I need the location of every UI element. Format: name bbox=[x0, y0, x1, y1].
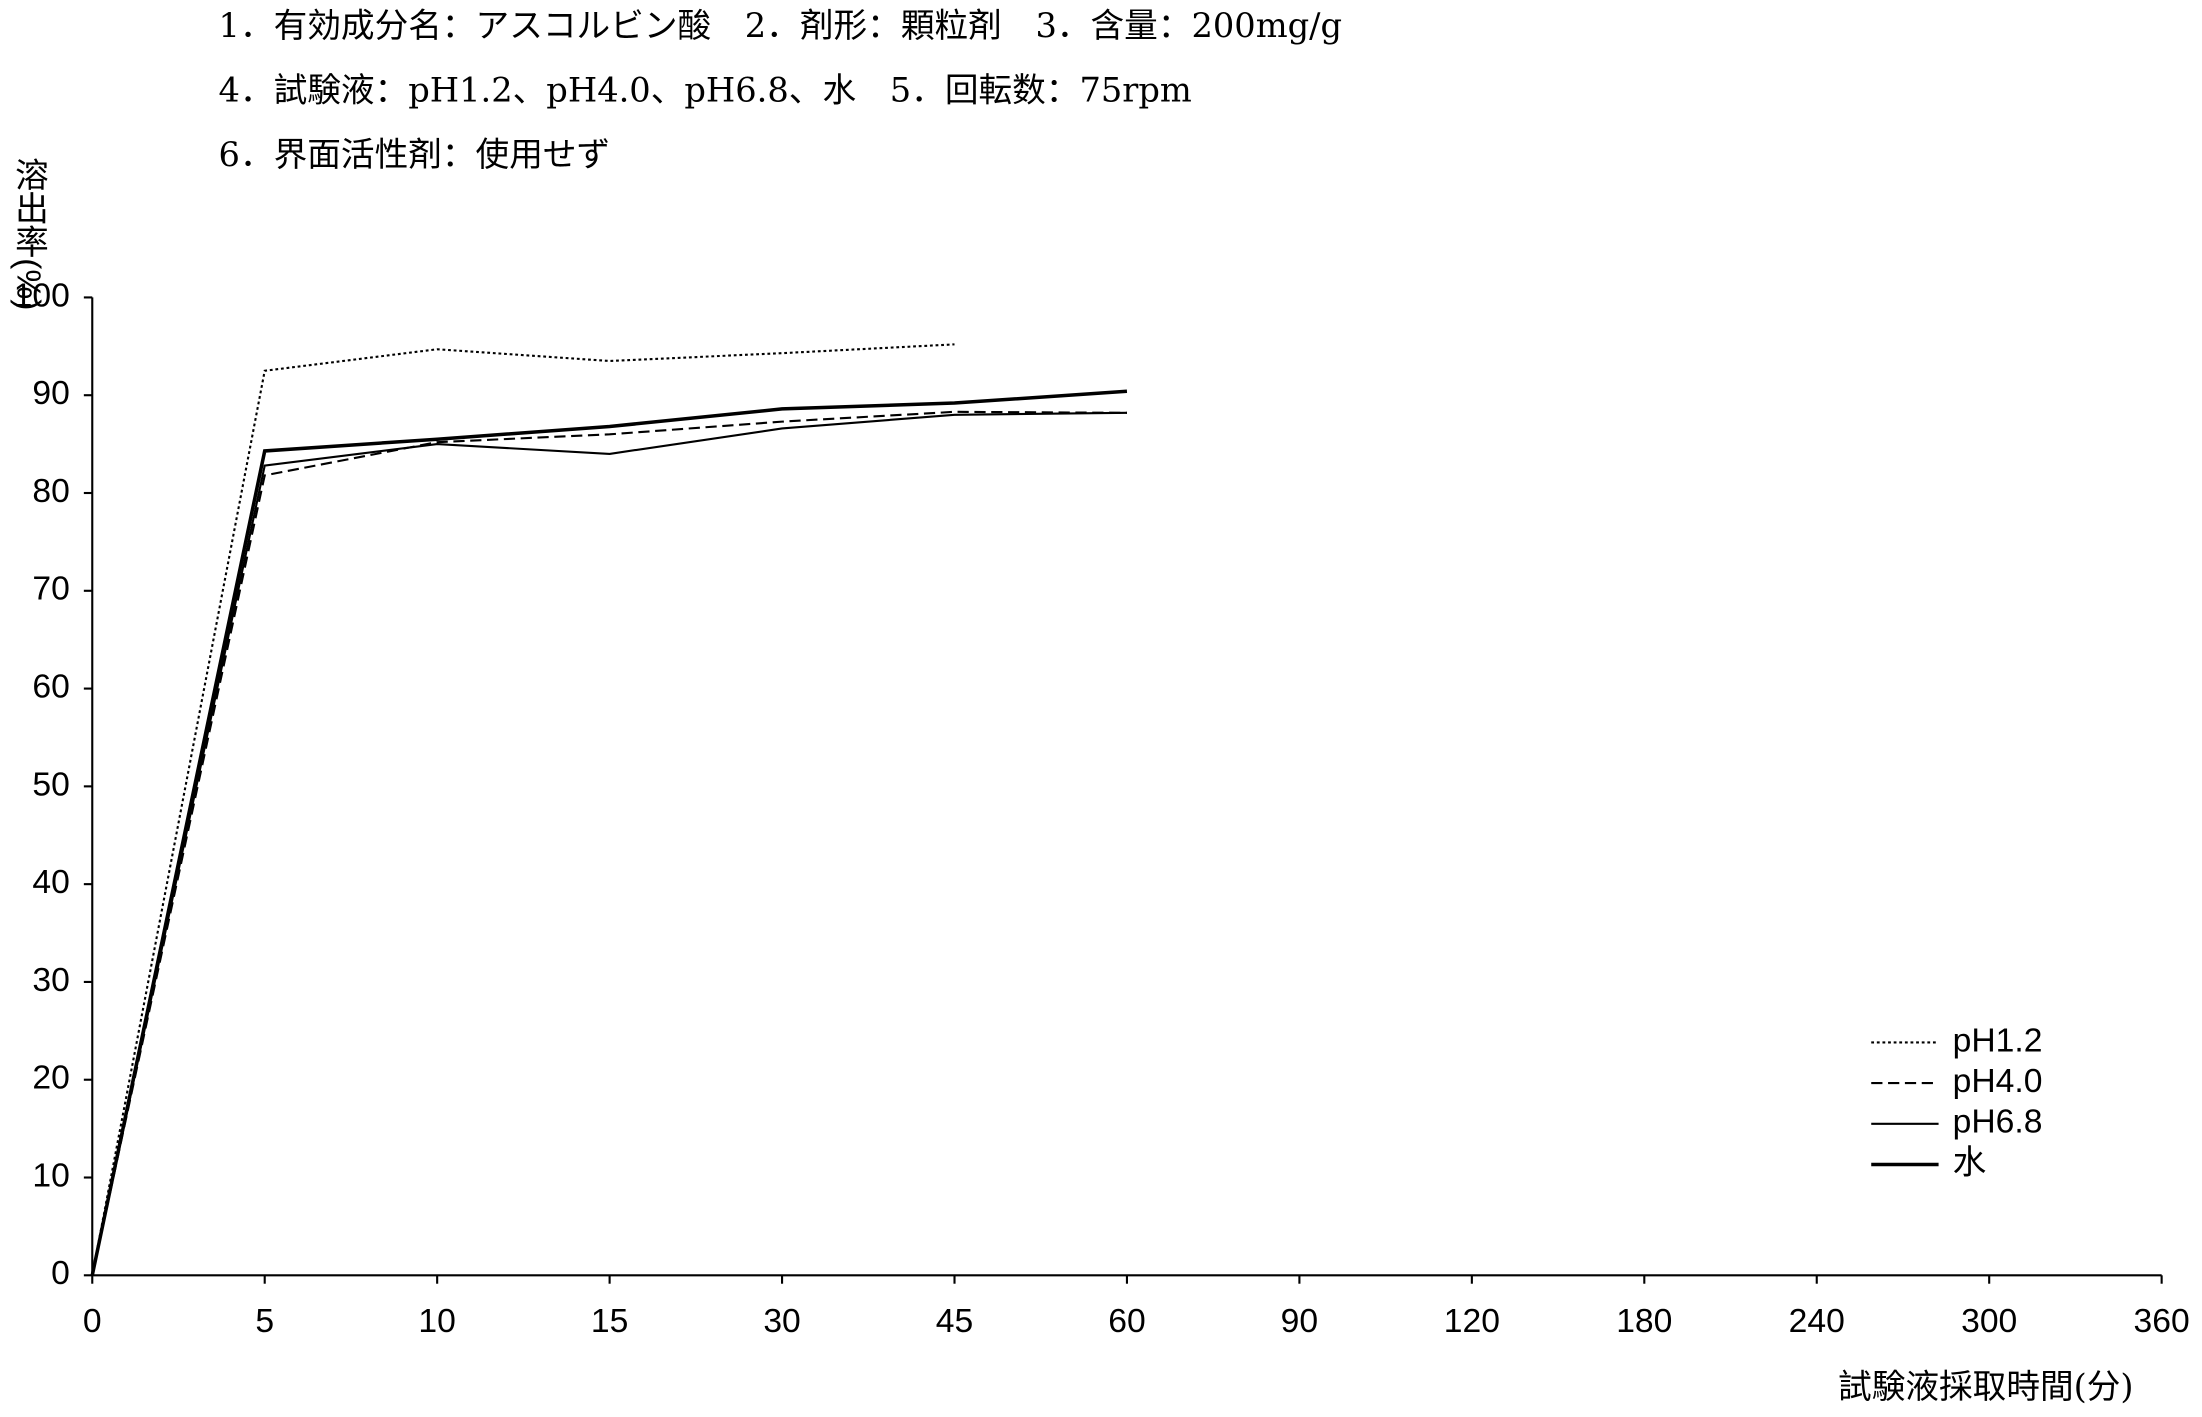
y-tick-label: 40 bbox=[32, 864, 69, 901]
header-line: 6．界面活性剤：使用せず bbox=[219, 135, 611, 174]
x-tick-label: 30 bbox=[763, 1303, 800, 1340]
series-line bbox=[91, 411, 1127, 1276]
legend-label: pH6.8 bbox=[1953, 1104, 2043, 1141]
y-tick-label: 0 bbox=[51, 1255, 70, 1292]
series-line bbox=[91, 343, 955, 1276]
legend-label: 水 bbox=[1953, 1144, 1987, 1181]
x-tick-label: 0 bbox=[83, 1303, 102, 1340]
x-tick-label: 45 bbox=[936, 1303, 973, 1340]
y-tick-label: 30 bbox=[32, 962, 69, 999]
header-line: 1．有効成分名：アスコルビン酸 2．剤形：顆粒剤 3．含量：200mg/g bbox=[219, 6, 1343, 45]
y-tick-label: 70 bbox=[32, 571, 69, 608]
x-tick-label: 360 bbox=[2134, 1303, 2190, 1340]
x-tick-label: 300 bbox=[1961, 1303, 2017, 1340]
y-tick-label: 90 bbox=[32, 375, 69, 412]
x-tick-label: 90 bbox=[1281, 1303, 1318, 1340]
y-tick-label: 100 bbox=[14, 277, 70, 314]
x-tick-label: 15 bbox=[591, 1303, 628, 1340]
x-tick-label: 60 bbox=[1108, 1303, 1145, 1340]
y-tick-label: 20 bbox=[32, 1060, 69, 1097]
header-line: 4．試験液：pH1.2、pH4.0、pH6.8、水 5．回転数：75rpm bbox=[219, 71, 1192, 110]
series-line bbox=[91, 410, 1127, 1276]
x-tick-label: 120 bbox=[1444, 1303, 1500, 1340]
x-tick-label: 5 bbox=[255, 1303, 274, 1340]
y-tick-label: 10 bbox=[32, 1157, 69, 1194]
x-axis-label: 試験液採取時間(分) bbox=[1838, 1367, 2134, 1406]
legend-label: pH4.0 bbox=[1953, 1063, 2043, 1100]
y-axis-label: 溶出率(%) bbox=[9, 157, 47, 311]
y-tick-label: 80 bbox=[32, 473, 69, 510]
y-tick-label: 60 bbox=[32, 668, 69, 705]
x-tick-label: 180 bbox=[1616, 1303, 1672, 1340]
y-tick-label: 50 bbox=[32, 766, 69, 803]
x-tick-label: 240 bbox=[1789, 1303, 1845, 1340]
legend-label: pH1.2 bbox=[1953, 1022, 2043, 1059]
x-tick-label: 10 bbox=[418, 1303, 455, 1340]
series-line bbox=[90, 389, 1128, 1276]
